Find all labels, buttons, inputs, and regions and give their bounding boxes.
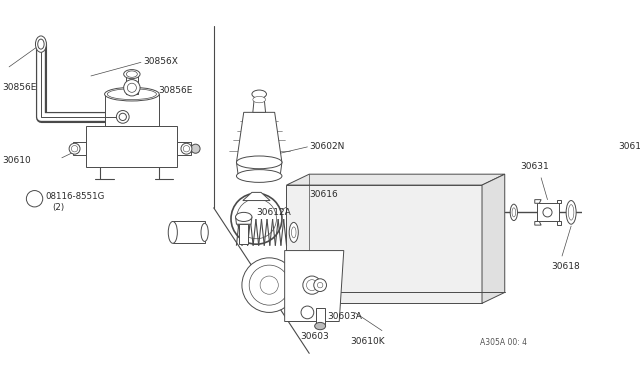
Ellipse shape xyxy=(620,187,632,238)
Ellipse shape xyxy=(38,39,44,49)
Text: 30618: 30618 xyxy=(551,262,580,272)
Ellipse shape xyxy=(253,96,266,103)
Circle shape xyxy=(191,144,200,153)
Circle shape xyxy=(260,276,278,294)
Polygon shape xyxy=(591,187,626,238)
Polygon shape xyxy=(253,94,266,112)
Polygon shape xyxy=(239,224,248,244)
Polygon shape xyxy=(287,185,482,303)
Text: 30603A: 30603A xyxy=(328,312,362,321)
Polygon shape xyxy=(104,94,159,126)
Circle shape xyxy=(26,190,43,207)
Polygon shape xyxy=(243,192,270,201)
Ellipse shape xyxy=(104,87,159,101)
Ellipse shape xyxy=(512,208,516,217)
Polygon shape xyxy=(236,217,252,224)
Circle shape xyxy=(314,279,326,292)
Ellipse shape xyxy=(236,170,282,182)
Polygon shape xyxy=(86,126,177,167)
Circle shape xyxy=(317,282,323,288)
Circle shape xyxy=(303,276,321,294)
Polygon shape xyxy=(236,112,282,162)
Ellipse shape xyxy=(315,323,326,330)
Polygon shape xyxy=(535,200,541,203)
Ellipse shape xyxy=(252,90,266,98)
Polygon shape xyxy=(557,200,561,203)
Text: 30603: 30603 xyxy=(300,333,329,341)
Polygon shape xyxy=(535,221,541,225)
Polygon shape xyxy=(557,221,561,225)
Ellipse shape xyxy=(124,70,140,79)
Ellipse shape xyxy=(236,212,252,221)
Circle shape xyxy=(116,110,129,123)
Polygon shape xyxy=(73,142,86,155)
Circle shape xyxy=(307,280,317,291)
Circle shape xyxy=(231,193,282,244)
Polygon shape xyxy=(177,142,191,155)
Circle shape xyxy=(236,199,276,239)
Circle shape xyxy=(543,208,552,217)
Text: 30856E: 30856E xyxy=(158,86,193,95)
Text: 30616: 30616 xyxy=(309,190,338,199)
Ellipse shape xyxy=(108,89,156,100)
Polygon shape xyxy=(125,76,138,94)
Ellipse shape xyxy=(585,187,598,238)
Ellipse shape xyxy=(510,204,518,221)
Text: 30631: 30631 xyxy=(520,163,549,171)
Circle shape xyxy=(301,306,314,319)
Ellipse shape xyxy=(127,71,138,77)
Text: 30610K: 30610K xyxy=(350,337,385,346)
Text: (2): (2) xyxy=(52,203,65,212)
Polygon shape xyxy=(287,174,505,185)
Polygon shape xyxy=(236,162,282,176)
Circle shape xyxy=(72,145,77,152)
Text: 30856X: 30856X xyxy=(144,57,179,66)
Ellipse shape xyxy=(35,36,46,52)
Text: 30610: 30610 xyxy=(3,156,31,165)
Ellipse shape xyxy=(201,223,208,241)
Circle shape xyxy=(249,265,289,305)
Polygon shape xyxy=(285,251,344,321)
Text: 30602N: 30602N xyxy=(309,142,344,151)
Circle shape xyxy=(181,143,192,154)
Ellipse shape xyxy=(236,156,282,169)
Polygon shape xyxy=(173,221,205,243)
Ellipse shape xyxy=(568,205,574,220)
Text: 30617: 30617 xyxy=(618,142,640,151)
Circle shape xyxy=(69,143,80,154)
Polygon shape xyxy=(536,203,559,221)
Circle shape xyxy=(124,80,140,96)
Text: 30612A: 30612A xyxy=(257,208,291,217)
Text: B: B xyxy=(31,194,38,203)
Ellipse shape xyxy=(291,227,296,238)
Ellipse shape xyxy=(566,201,576,224)
Polygon shape xyxy=(316,308,324,326)
Circle shape xyxy=(127,83,136,92)
Text: 08116-8551G: 08116-8551G xyxy=(45,192,105,201)
Ellipse shape xyxy=(168,221,177,243)
Text: A305A 00: 4: A305A 00: 4 xyxy=(481,338,527,347)
Circle shape xyxy=(242,258,296,312)
Ellipse shape xyxy=(289,222,298,243)
Circle shape xyxy=(183,145,189,152)
Text: 30856E: 30856E xyxy=(3,83,37,92)
Polygon shape xyxy=(482,174,505,303)
Circle shape xyxy=(119,113,127,121)
